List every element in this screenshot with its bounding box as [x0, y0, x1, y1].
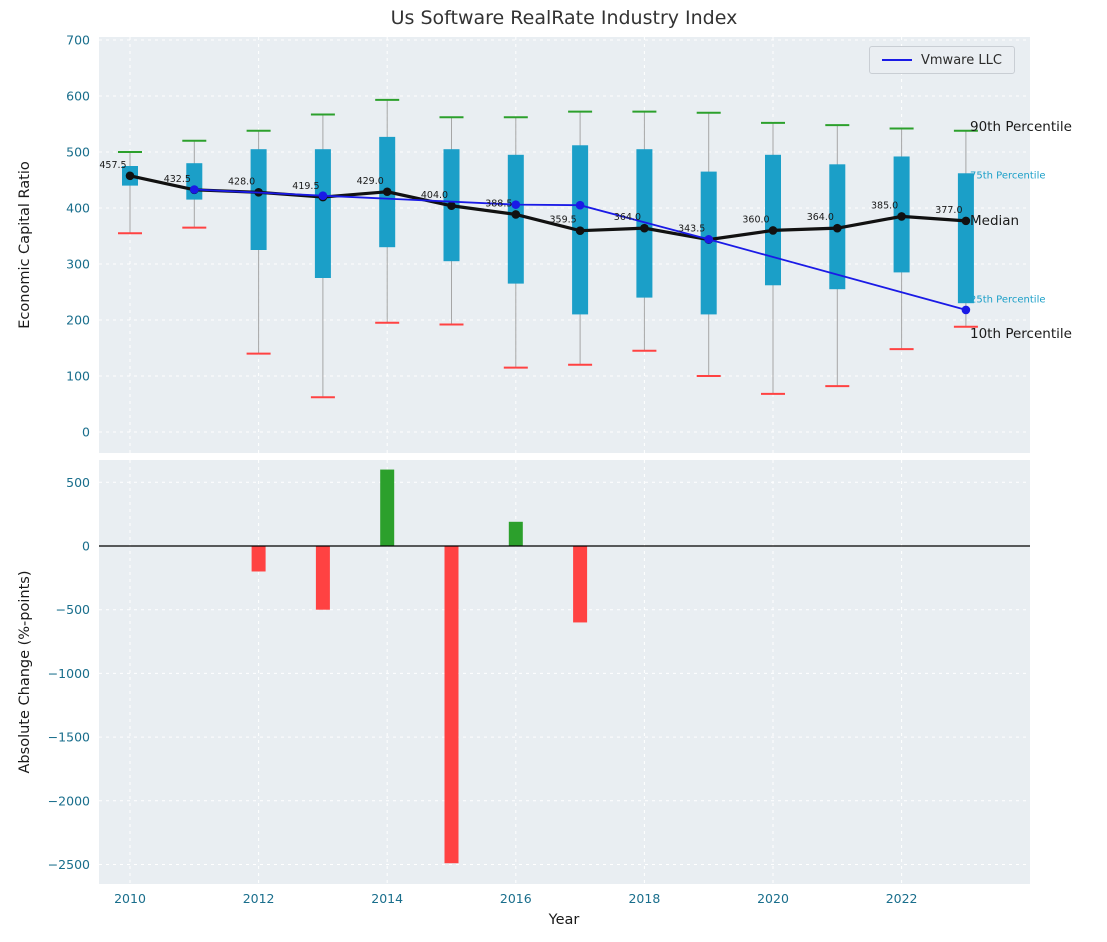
median-marker — [382, 187, 392, 197]
bottom-y-tick-label: −2000 — [48, 793, 90, 808]
percentile-label: 10th Percentile — [970, 326, 1072, 342]
percentile-label: 75th Percentile — [970, 170, 1046, 181]
iqr-box — [250, 149, 267, 250]
percentile-label: 90th Percentile — [970, 119, 1072, 135]
median-marker — [511, 210, 521, 219]
company-marker — [318, 191, 328, 200]
bottom-y-tick-label: −1500 — [48, 730, 90, 745]
x-tick-label: 2020 — [757, 891, 789, 906]
median-value-label: 377.0 — [935, 205, 962, 216]
legend-label: Vmware LLC — [921, 52, 1002, 68]
iqr-box — [957, 173, 974, 304]
bottom-y-axis-label: Absolute Change (%-points) — [17, 570, 33, 774]
x-tick-label: 2018 — [628, 891, 660, 906]
top-y-tick-label: 700 — [66, 33, 90, 48]
x-tick-label: 2016 — [500, 891, 532, 906]
company-marker — [575, 200, 585, 210]
median-value-label: 404.0 — [421, 190, 448, 201]
x-tick-label: 2022 — [886, 891, 918, 906]
top-y-tick-label: 200 — [66, 313, 90, 328]
median-value-label: 360.0 — [742, 214, 769, 225]
company-marker — [704, 235, 713, 244]
top-y-axis-label: Economic Capital Ratio — [17, 161, 33, 329]
top-y-tick-label: 400 — [66, 201, 90, 216]
median-value-label: 432.5 — [164, 174, 191, 185]
median-value-label: 343.5 — [678, 224, 705, 235]
change-bar — [444, 546, 459, 864]
top-y-tick-label: 500 — [66, 145, 90, 160]
median-marker — [768, 226, 778, 235]
change-bar — [315, 546, 330, 610]
company-marker — [961, 305, 971, 315]
median-marker — [447, 201, 456, 211]
iqr-box — [314, 149, 331, 278]
iqr-box — [636, 149, 653, 298]
median-marker — [640, 223, 649, 233]
bottom-y-tick-label: 500 — [66, 475, 90, 490]
median-marker — [575, 226, 585, 235]
median-value-label: 359.5 — [549, 215, 576, 226]
median-marker — [897, 212, 906, 221]
change-bar — [573, 546, 588, 623]
median-value-label: 364.0 — [614, 212, 641, 223]
company-marker — [511, 200, 521, 209]
top-y-tick-label: 600 — [66, 89, 90, 104]
company-marker — [190, 185, 199, 194]
median-value-label: 429.0 — [357, 176, 384, 187]
x-tick-label: 2010 — [114, 891, 146, 906]
top-y-tick-label: 100 — [66, 369, 90, 384]
median-marker — [125, 171, 135, 181]
top-y-tick-label: 300 — [66, 257, 90, 272]
percentile-label: Median — [970, 213, 1019, 229]
change-bar — [380, 469, 395, 546]
percentile-label: 25th Percentile — [970, 295, 1046, 306]
top-plot-background — [99, 37, 1030, 453]
median-marker — [961, 216, 971, 226]
bottom-y-tick-label: −2500 — [48, 857, 90, 872]
median-value-label: 428.0 — [228, 176, 255, 187]
legend-line-swatch — [882, 59, 912, 61]
change-bar — [508, 521, 523, 546]
bottom-y-tick-label: −500 — [56, 602, 90, 617]
median-value-label: 385.0 — [871, 200, 898, 211]
bottom-plot-background — [99, 460, 1030, 884]
median-value-label: 457.5 — [99, 160, 126, 171]
median-value-label: 419.5 — [292, 181, 319, 192]
bottom-y-tick-label: 0 — [82, 539, 90, 554]
median-value-label: 364.0 — [807, 212, 834, 223]
iqr-box — [765, 154, 781, 286]
x-tick-label: 2012 — [243, 891, 275, 906]
legend: Vmware LLC — [869, 46, 1015, 74]
iqr-box — [507, 154, 524, 284]
median-marker — [833, 223, 842, 233]
median-value-label: 388.5 — [485, 198, 512, 209]
change-bar — [251, 546, 266, 572]
x-tick-label: 2014 — [371, 891, 403, 906]
bottom-y-tick-label: −1000 — [48, 666, 90, 681]
chart-title: Us Software RealRate Industry Index — [390, 7, 738, 29]
top-y-tick-label: 0 — [82, 425, 90, 440]
x-axis-label: Year — [548, 912, 580, 928]
company-line — [194, 188, 967, 311]
